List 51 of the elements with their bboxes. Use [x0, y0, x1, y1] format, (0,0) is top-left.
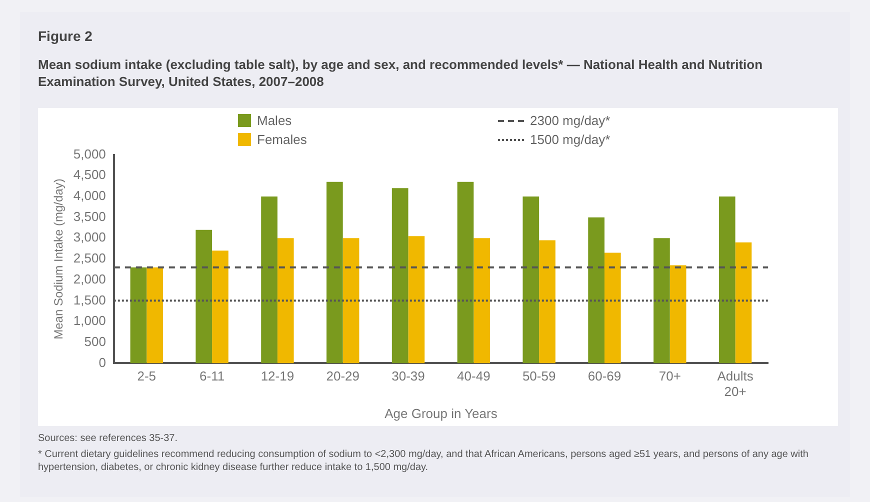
y-tick-label: 1,500 [73, 292, 106, 308]
bar [457, 182, 474, 364]
source-note: Sources: see references 35-37. [38, 432, 179, 445]
y-axis-title: Mean Sodium Intake (mg/day) [52, 178, 66, 340]
y-tick-label: 0 [98, 354, 106, 370]
bar [261, 196, 278, 364]
bar [326, 182, 343, 364]
text: * Current dietary guidelines recommend reducing consumption of sodium to <2,300 mg/day, and that African Americans, persons aged ≥51 years, and persons of any age with hypertension, diabetes, or chronic kidney disease further reduce intake to 1,500 mg/day. [38, 448, 810, 474]
y-tick-label: 4,000 [73, 188, 106, 204]
legend-label: 1500 mg/day* [530, 132, 610, 147]
bar [146, 267, 163, 364]
bar [654, 238, 670, 364]
chart-title: Figure 2 [38, 28, 92, 44]
y-tick-label: 3,500 [73, 208, 106, 224]
bar [604, 252, 621, 364]
y-tick-label: 1,000 [73, 313, 106, 328]
bar [735, 242, 752, 364]
y-tick-label: 2,500 [73, 250, 106, 266]
x-tick-label: 20-29 [326, 368, 360, 384]
bar [342, 238, 360, 364]
x-tick-label: 2-5 [137, 368, 156, 384]
x-tick-label: 30-39 [392, 368, 425, 384]
bar [539, 240, 556, 364]
x-tick-label: 6-11 [200, 368, 225, 384]
bar [522, 196, 540, 364]
y-tick-label: 5,000 [73, 146, 106, 162]
legend-label: Females [257, 132, 307, 147]
bar [196, 230, 212, 364]
bar [392, 188, 408, 364]
x-axis-title: Age Group in Years [384, 406, 498, 421]
bar [588, 217, 604, 364]
x-tick-label: 50-59 [522, 368, 556, 384]
bar [670, 265, 686, 364]
bar [474, 238, 490, 364]
legend-label: 2300 mg/day* [530, 113, 610, 128]
bar [277, 238, 294, 364]
x-tick-label: 70+ [658, 368, 681, 384]
y-tick-label: 4,500 [73, 167, 106, 182]
bar [212, 250, 228, 364]
bar [130, 267, 147, 364]
legend-label: Males [257, 113, 292, 128]
y-tick-label: 3,000 [73, 230, 106, 245]
y-tick-label: 2,000 [73, 271, 106, 286]
x-tick-label: 60-69 [588, 368, 622, 384]
x-tick-label: Adults 20+ [717, 368, 754, 400]
chart-subtitle: Mean sodium intake (excluding table salt), by age and sex, and recommended levels* — National Health and Nutrition Examination Survey, United States, 2007–2008 [38, 56, 764, 90]
y-tick-label: 500 [84, 334, 106, 349]
bar [718, 196, 736, 364]
x-tick-label: 40-49 [457, 368, 490, 384]
x-tick-label: 12-19 [260, 368, 294, 384]
bar [408, 236, 425, 364]
